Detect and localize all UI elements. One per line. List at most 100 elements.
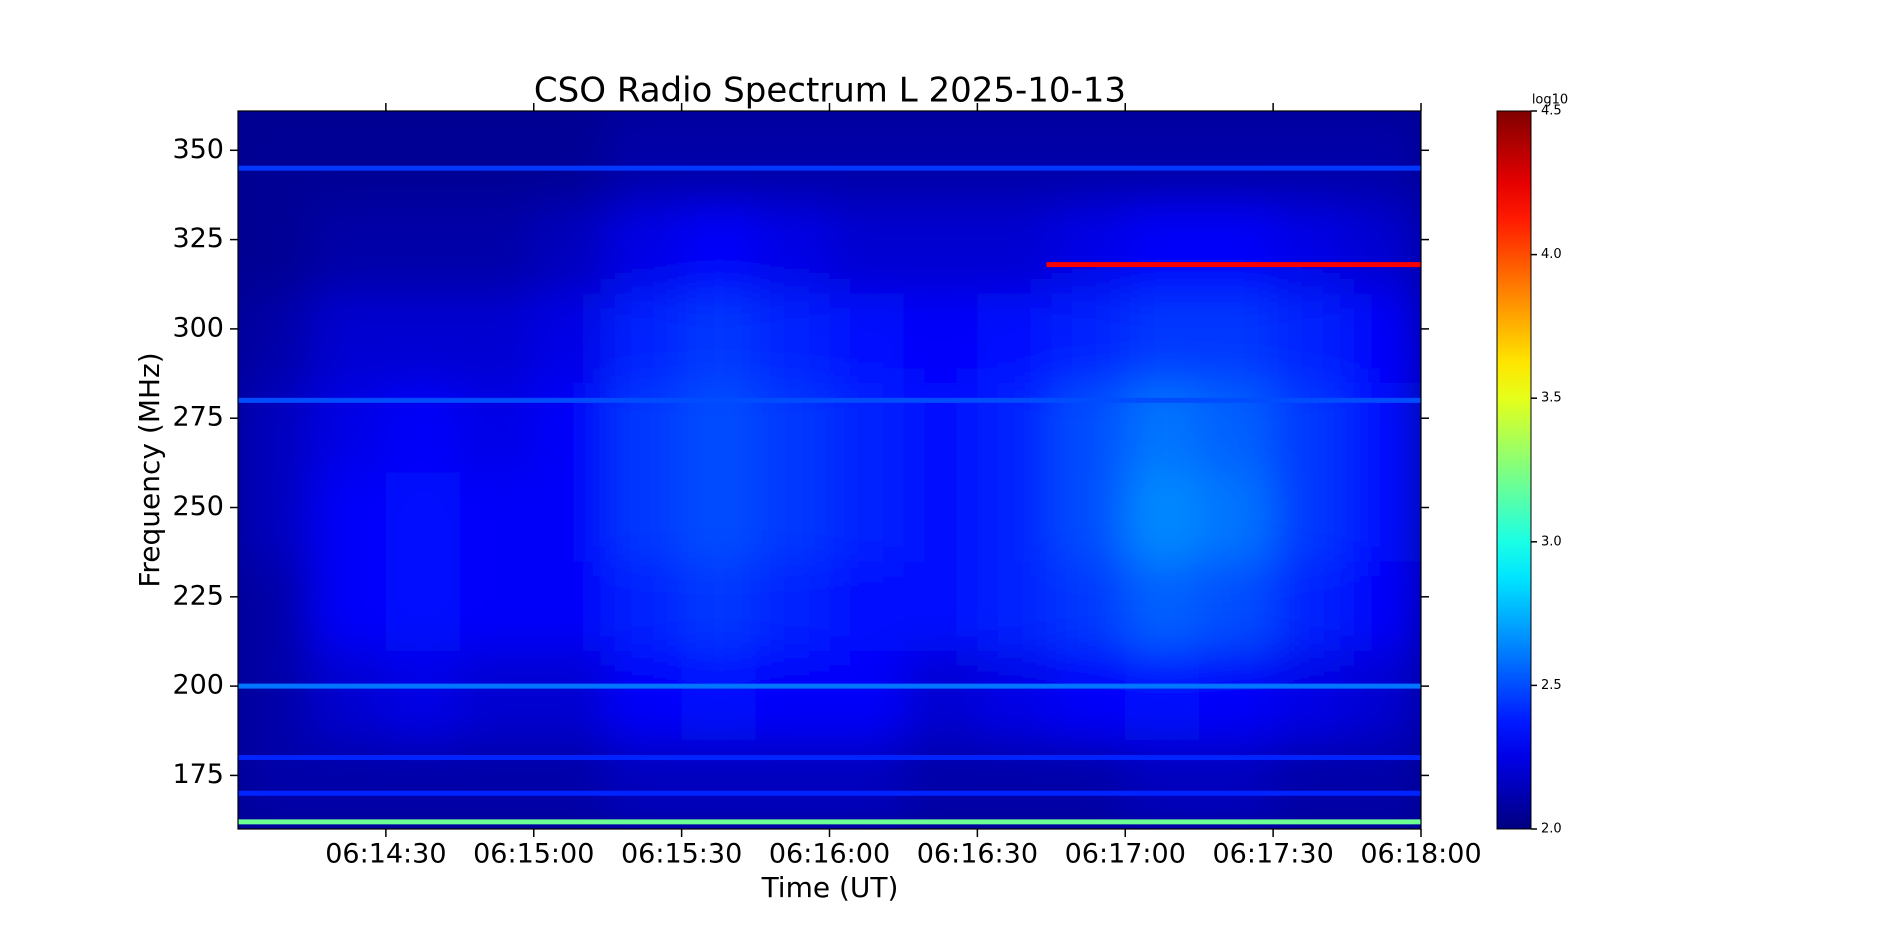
heatmap-cell [755,561,830,651]
heatmap-cell [533,471,609,562]
heatmap-cell [238,382,313,473]
x-tick-label: 06:17:30 [1212,839,1333,870]
heatmap-cell [829,203,904,294]
heatmap-cell [385,561,461,651]
heatmap-cell [829,382,904,473]
heatmap-cell [311,111,387,205]
heatmap-cell [829,650,904,741]
heatmap-cell [755,203,830,294]
heatmap-cell [977,561,1052,651]
heatmap-cell [533,293,609,383]
heatmap-cell [1347,561,1421,651]
heatmap-cell [681,203,757,294]
y-tick-label: 350 [172,134,224,165]
heatmap-cell [1199,293,1274,383]
heatmap-cell [533,561,609,651]
heatmap-cell [1125,471,1200,562]
heatmap-cell [533,111,609,205]
heatmap-cell [459,739,535,829]
heatmap-cell [681,111,757,205]
heatmap-cell [977,739,1052,829]
heatmap-cell [903,111,978,205]
heatmap-cell [1273,382,1348,473]
heatmap-cell [1051,471,1126,562]
heatmap-cell [977,471,1052,562]
heatmap-cell [459,203,535,294]
heatmap-cell [681,382,757,473]
heatmap-cell [681,561,757,651]
heatmap-cell [1273,203,1348,294]
heatmap-cell [903,650,978,741]
heatmap-cell [681,650,757,741]
heatmap-cell [977,111,1052,205]
heatmap-cell [903,739,978,829]
colorbar-tick-label: 3.5 [1541,391,1562,406]
heatmap-cell [681,471,757,562]
heatmap-cell [829,293,904,383]
colorbar-tick-label: 3.0 [1541,534,1562,549]
heatmap-cell [385,111,461,205]
y-tick-label: 275 [172,402,224,433]
heatmap-cell [1273,561,1348,651]
heatmap-cell [829,739,904,829]
colorbar [1496,110,1532,830]
x-tick-label: 06:16:30 [917,839,1038,870]
heatmap-cell [238,111,313,205]
heatmap-cell [385,471,461,562]
heatmap-cell [1199,382,1274,473]
heatmap-cell [311,471,387,562]
colorbar-tick-label: 2.0 [1541,822,1562,837]
heatmap-cell [977,203,1052,294]
heatmap-cell [311,739,387,829]
heatmap-cell [607,382,683,473]
heatmap-cell [459,471,535,562]
heatmap-cell [1199,739,1274,829]
y-tick-label: 325 [172,223,224,254]
heatmap-cell [755,471,830,562]
heatmap-cell [903,382,978,473]
heatmap-cell [755,293,830,383]
colorbar-tick-label: 2.5 [1541,678,1562,693]
heatmap-cell [385,739,461,829]
x-tick-label: 06:18:00 [1360,839,1481,870]
heatmap-cell [1273,739,1348,829]
heatmap-cell [1199,111,1274,205]
heatmap-cell [607,471,683,562]
heatmap-cell [903,293,978,383]
heatmap-cell [829,111,904,205]
heatmap-cell [829,561,904,651]
heatmap-cell [1199,561,1274,651]
heatmap-cell [829,471,904,562]
band [238,790,1421,796]
bands [238,165,1421,825]
heatmap-cell [1051,650,1126,741]
heatmap-cell [1273,111,1348,205]
x-tick-label: 06:15:30 [621,839,742,870]
heatmap-cell [533,382,609,473]
heatmap-cells [238,111,1421,829]
heatmap-cell [607,650,683,741]
heatmap-cell [1051,203,1126,294]
heatmap-cell [755,739,830,829]
heatmap-cell [1125,739,1200,829]
heatmap-cell [1199,203,1274,294]
heatmap-cell [903,471,978,562]
heatmap-cell [1273,650,1348,741]
heatmap-cell [385,382,461,473]
x-tick-label: 06:16:00 [769,839,890,870]
y-axis-label: Frequency (MHz) [133,352,166,587]
heatmap-cell [238,293,313,383]
heatmap-cell [238,561,313,651]
plot-area [238,111,1421,829]
heatmap-cell [977,650,1052,741]
colorbar-tick-label: 4.0 [1541,247,1562,262]
heatmap-cell [607,293,683,383]
heatmap-cell [1125,561,1200,651]
band [238,755,1421,761]
y-tick-label: 250 [172,491,224,522]
heatmap-cell [755,382,830,473]
heatmap-cell [459,650,535,741]
band [238,397,1421,403]
heatmap-cell [903,203,978,294]
